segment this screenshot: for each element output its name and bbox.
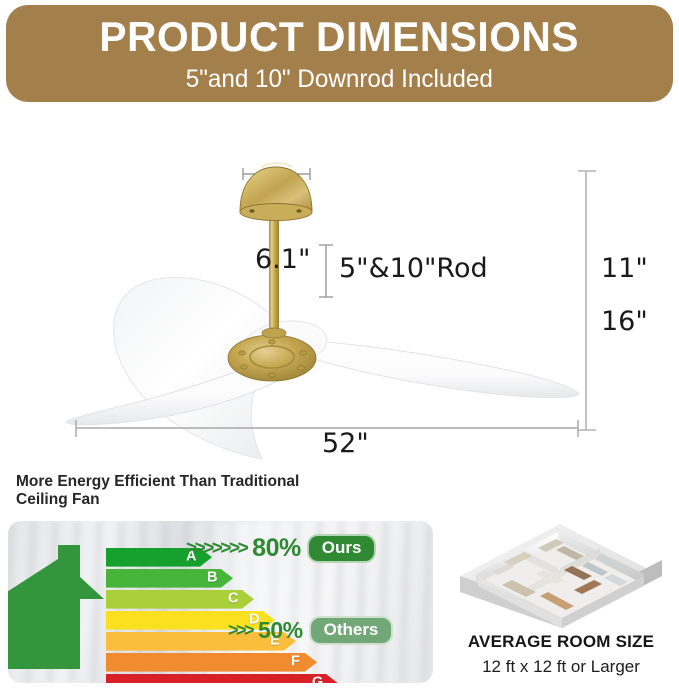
dim-label-height-11: 11"	[601, 253, 648, 284]
canopy-highlight	[261, 162, 293, 168]
fan-canopy-base	[239, 203, 313, 221]
fan-blade-right	[298, 339, 580, 398]
energy-bar-row: F	[106, 652, 346, 672]
fan-downrod	[269, 215, 279, 333]
badge-others: Others	[308, 616, 394, 645]
fan-illustration-area: 6.1"	[0, 105, 679, 465]
banner-subtitle: 5"and 10" Downrod Included	[185, 64, 494, 93]
room-size-subtitle: 12 ft x 12 ft or Larger	[482, 657, 640, 676]
ceiling-fan-drawing	[65, 162, 596, 460]
energy-bar-a	[106, 548, 212, 567]
dim-label-height-16: 16"	[601, 306, 648, 337]
header-banner: PRODUCT DIMENSIONS 5"and 10" Downrod Inc…	[6, 5, 673, 102]
energy-percent-others: 50%	[258, 617, 303, 643]
dim-line-span	[75, 420, 579, 437]
energy-bar-g	[106, 673, 338, 683]
energy-bar-letter: D	[249, 611, 260, 628]
energy-bar-f	[106, 652, 317, 672]
energy-bar-row: G	[106, 673, 346, 683]
energy-bar-letter: B	[207, 569, 218, 586]
energy-rating-bars: A B C D	[106, 548, 346, 683]
energy-bar-row: B	[106, 568, 346, 588]
downrod-collar	[261, 327, 287, 339]
energy-bar-row: C	[106, 589, 346, 609]
energy-bar-row: A	[106, 548, 346, 567]
energy-percent-ours: 80%	[252, 534, 301, 562]
energy-caption: More Energy Efficient Than Traditional C…	[16, 473, 300, 509]
badge-ours: Ours	[306, 534, 377, 563]
energy-stat-others: >>> 50% Others	[228, 616, 394, 645]
energy-bar-c	[106, 589, 254, 609]
dim-line-height	[578, 170, 596, 431]
energy-bar-d	[106, 610, 275, 630]
room-size-title: AVERAGE ROOM SIZE	[467, 632, 655, 651]
banner-title: PRODUCT DIMENSIONS	[99, 12, 580, 60]
energy-bar-row: E	[106, 631, 346, 651]
house-icon	[8, 545, 104, 669]
dim-label-canopy-width: 6.1"	[255, 244, 311, 275]
energy-stat-ours: >>>>>>> 80% Ours	[186, 534, 377, 563]
energy-bar-e	[106, 631, 296, 651]
fan-blade-left-upper	[113, 276, 294, 460]
dim-label-downrod: 5"&10"Rod	[339, 253, 488, 284]
fan-blade-left-lower	[65, 350, 297, 426]
energy-bar-letter: F	[291, 653, 300, 670]
fan-hub-screws	[238, 339, 307, 378]
energy-bar-letter: G	[312, 674, 324, 683]
chevron-arrows-icon: >>>	[228, 620, 255, 640]
energy-bar-row: D	[106, 610, 346, 630]
energy-bar-letter: A	[186, 548, 197, 565]
fan-hub-ring	[249, 345, 295, 369]
fan-canopy-dome	[239, 166, 313, 213]
energy-bar-letter: E	[270, 632, 280, 649]
energy-bar-letter: C	[228, 590, 239, 607]
canopy-screws	[249, 209, 302, 213]
energy-bar-b	[106, 568, 233, 588]
dim-line-rod	[319, 244, 333, 298]
dim-label-blade-span: 52"	[322, 428, 369, 459]
chevron-arrows-icon: >>>>>>>	[186, 537, 249, 559]
room-floorplan-render	[460, 524, 662, 628]
